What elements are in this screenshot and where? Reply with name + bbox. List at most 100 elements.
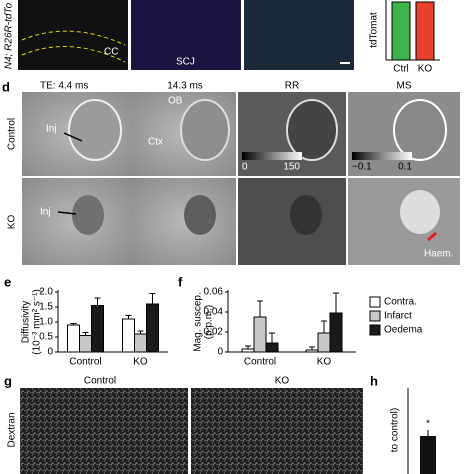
charts: Diffusivity (10⁻³ mm² s⁻¹) 0 0.5 1.0 1.5 2.0 Co… <box>21 287 423 368</box>
column-label: MS <box>397 81 412 92</box>
scale-label: 0 <box>242 162 248 173</box>
x-tick-label: Control <box>69 357 101 368</box>
lesion <box>180 99 230 161</box>
bar <box>253 316 267 353</box>
significance: * <box>426 419 430 430</box>
lesion <box>400 190 440 234</box>
column-label: TE: 4.4 ms <box>40 81 88 92</box>
error-bar <box>321 320 327 333</box>
y-label: (10⁻³ mm² s⁻¹) <box>32 289 43 355</box>
bar <box>305 349 319 353</box>
bar <box>134 333 147 353</box>
bar <box>391 1 411 61</box>
legend-swatch <box>369 296 381 308</box>
x-tick-label: KO <box>133 357 148 368</box>
error-bar <box>333 292 339 313</box>
side-label: N4; R26R-tdTo <box>4 2 15 69</box>
outline <box>21 46 126 63</box>
image <box>132 178 236 265</box>
row-label: Control <box>7 118 18 150</box>
legend-swatch <box>369 310 381 322</box>
lesion <box>286 99 338 161</box>
region-label: SCJ <box>176 57 195 68</box>
region-label: Ctx <box>148 137 163 148</box>
annotation: Inj <box>40 207 51 218</box>
bar <box>146 303 159 353</box>
image <box>191 388 363 474</box>
error-bar <box>245 345 251 349</box>
error-bar <box>149 293 156 304</box>
error-bar <box>70 323 77 325</box>
y-tick-label: 0.5 <box>39 332 53 343</box>
colour-scale <box>242 152 302 160</box>
mri-grid <box>22 92 460 265</box>
lesion <box>68 99 122 161</box>
bar <box>420 436 436 474</box>
error-bar <box>125 314 132 319</box>
x-tick-label: KO <box>418 64 433 75</box>
y-tick-label: 0.02 <box>204 327 224 338</box>
x-tick-label: Control <box>244 357 276 368</box>
outline <box>21 30 126 46</box>
region-label: OB <box>168 96 183 107</box>
bar <box>329 312 343 353</box>
scale-label: 0.1 <box>398 162 412 173</box>
y-tick-label: 0.04 <box>204 307 224 318</box>
panel-label: d <box>2 79 10 94</box>
error-bar <box>82 332 89 336</box>
arrow <box>427 231 437 242</box>
image <box>131 0 241 70</box>
y-tick-label: 0 <box>47 347 53 358</box>
scale-label: −0.1 <box>352 162 372 173</box>
lesion <box>72 195 104 235</box>
lesion <box>184 195 216 235</box>
error-bar <box>257 300 263 317</box>
y-tick-label: 0.06 <box>204 287 224 298</box>
bar <box>317 332 331 353</box>
panel-label: f <box>178 274 183 289</box>
bar <box>67 324 80 353</box>
scale-bar <box>340 62 350 64</box>
annotation: Haem. <box>424 249 453 260</box>
bar <box>79 335 92 353</box>
column-label: 14.3 ms <box>167 81 203 92</box>
y-tick-label: 1.0 <box>39 317 53 328</box>
legend-label: Oedema <box>384 325 423 336</box>
bar <box>265 342 279 353</box>
annotation: Inj <box>46 124 57 135</box>
legend-label: Infarct <box>384 311 412 322</box>
bar <box>241 348 255 353</box>
error-bar <box>137 330 144 334</box>
y-label: to control) <box>390 408 401 452</box>
panel-label: h <box>370 373 378 388</box>
column-label: Control <box>84 376 116 387</box>
error-bar <box>309 346 315 350</box>
legend-swatch <box>369 324 381 336</box>
error-bar <box>94 297 101 306</box>
panel-label: e <box>4 274 11 289</box>
panel-label: g <box>4 373 12 388</box>
legend-label: Contra. <box>384 297 417 308</box>
image <box>18 0 128 70</box>
y-label: Diffusivity <box>21 301 32 344</box>
y-tick-label: 2.0 <box>39 287 53 298</box>
scale-label: 150 <box>283 162 300 173</box>
y-tick-label: 0 <box>217 347 223 358</box>
region-label: CC <box>104 47 118 58</box>
column-label: RR <box>285 81 299 92</box>
y-label: (p.p.m.) <box>204 305 215 339</box>
colour-scale <box>352 152 412 160</box>
image <box>20 388 188 474</box>
image <box>244 0 354 70</box>
row-label: KO <box>7 215 18 230</box>
error-bar <box>269 332 275 343</box>
x-tick-label: Ctrl <box>393 64 409 75</box>
row-label: Dextran <box>7 412 18 447</box>
x-tick-label: KO <box>317 357 332 368</box>
bar <box>415 1 435 61</box>
lesion <box>290 195 322 235</box>
y-label: Mag. suscep. <box>193 292 204 351</box>
arrow <box>63 132 83 142</box>
bar <box>122 318 135 353</box>
